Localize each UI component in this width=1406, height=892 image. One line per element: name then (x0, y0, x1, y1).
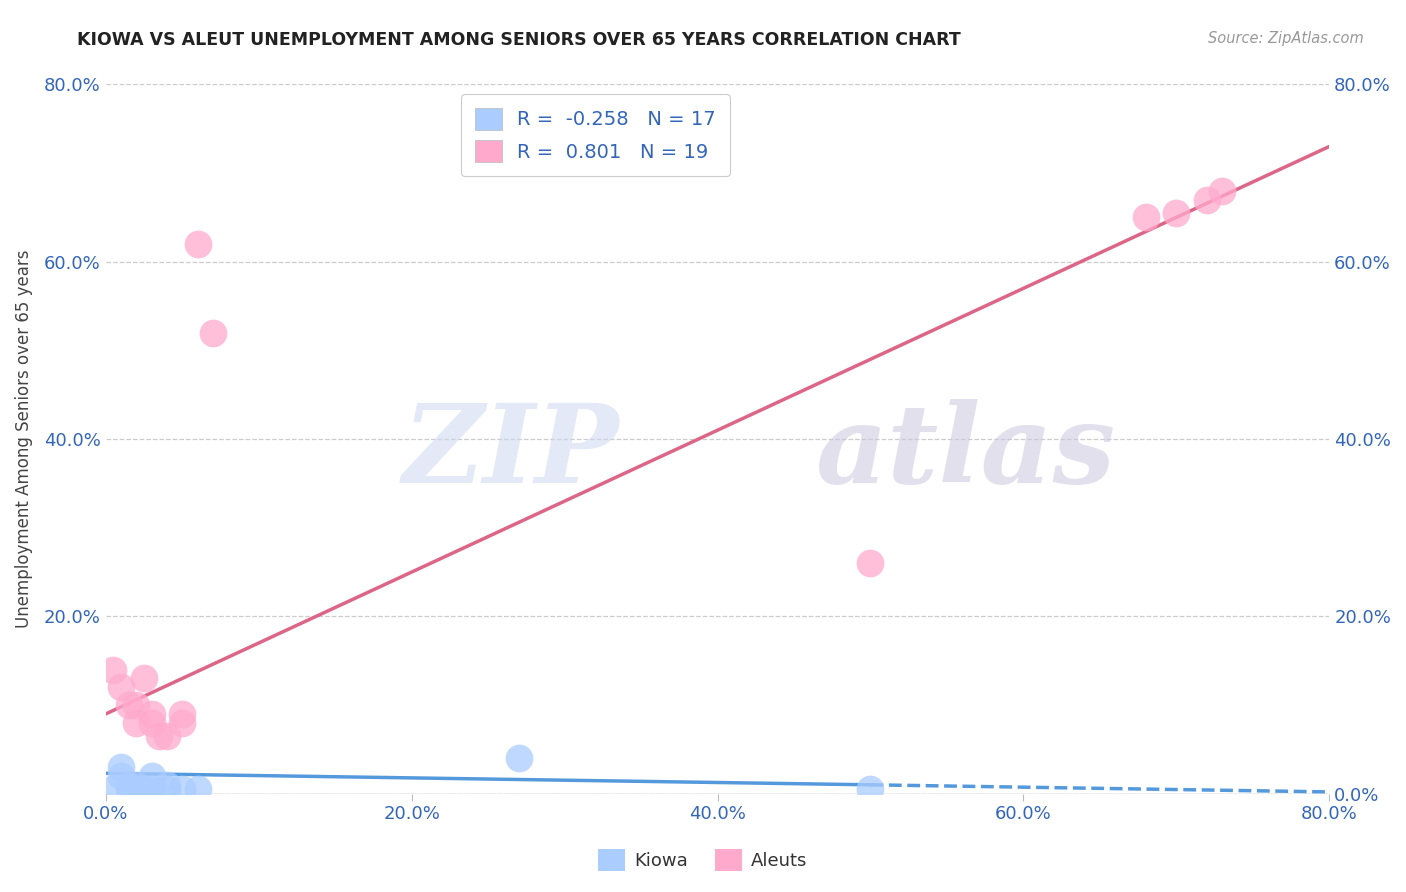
Point (508, 751, 530, 765)
Point (141, 715, 163, 730)
Point (1211, 184, 1233, 198)
Point (201, 326, 224, 340)
Point (156, 782, 179, 797)
Point (172, 715, 194, 730)
Point (187, 782, 209, 797)
Text: ZIP: ZIP (404, 400, 620, 507)
Point (125, 782, 148, 797)
Point (859, 556, 882, 570)
Point (1166, 206, 1188, 220)
Point (125, 698, 148, 712)
Point (110, 681, 132, 695)
Point (1135, 211, 1157, 225)
Point (1195, 193, 1218, 207)
Point (187, 237, 209, 252)
Point (132, 782, 155, 797)
Point (110, 760, 132, 774)
Y-axis label: Unemployment Among Seniors over 65 years: Unemployment Among Seniors over 65 years (15, 250, 32, 628)
Point (103, 782, 125, 797)
Point (141, 782, 163, 797)
Point (110, 769, 132, 783)
Point (172, 782, 194, 797)
Point (118, 782, 141, 797)
Point (156, 729, 179, 743)
Point (103, 663, 125, 677)
Point (125, 715, 148, 730)
Point (132, 672, 155, 686)
Text: atlas: atlas (815, 400, 1116, 507)
Point (118, 778, 141, 792)
Legend: Kiowa, Aleuts: Kiowa, Aleuts (591, 842, 815, 879)
Point (132, 782, 155, 797)
Point (118, 698, 141, 712)
Point (172, 706, 194, 721)
Point (148, 729, 170, 743)
Point (156, 778, 179, 792)
Point (141, 769, 163, 783)
Point (141, 706, 163, 721)
Text: Source: ZipAtlas.com: Source: ZipAtlas.com (1208, 31, 1364, 46)
Point (859, 782, 882, 797)
Text: KIOWA VS ALEUT UNEMPLOYMENT AMONG SENIORS OVER 65 YEARS CORRELATION CHART: KIOWA VS ALEUT UNEMPLOYMENT AMONG SENIOR… (77, 31, 962, 49)
Legend: R =  -0.258   N = 17, R =  0.801   N = 19: R = -0.258 N = 17, R = 0.801 N = 19 (461, 95, 730, 176)
Point (125, 778, 148, 792)
